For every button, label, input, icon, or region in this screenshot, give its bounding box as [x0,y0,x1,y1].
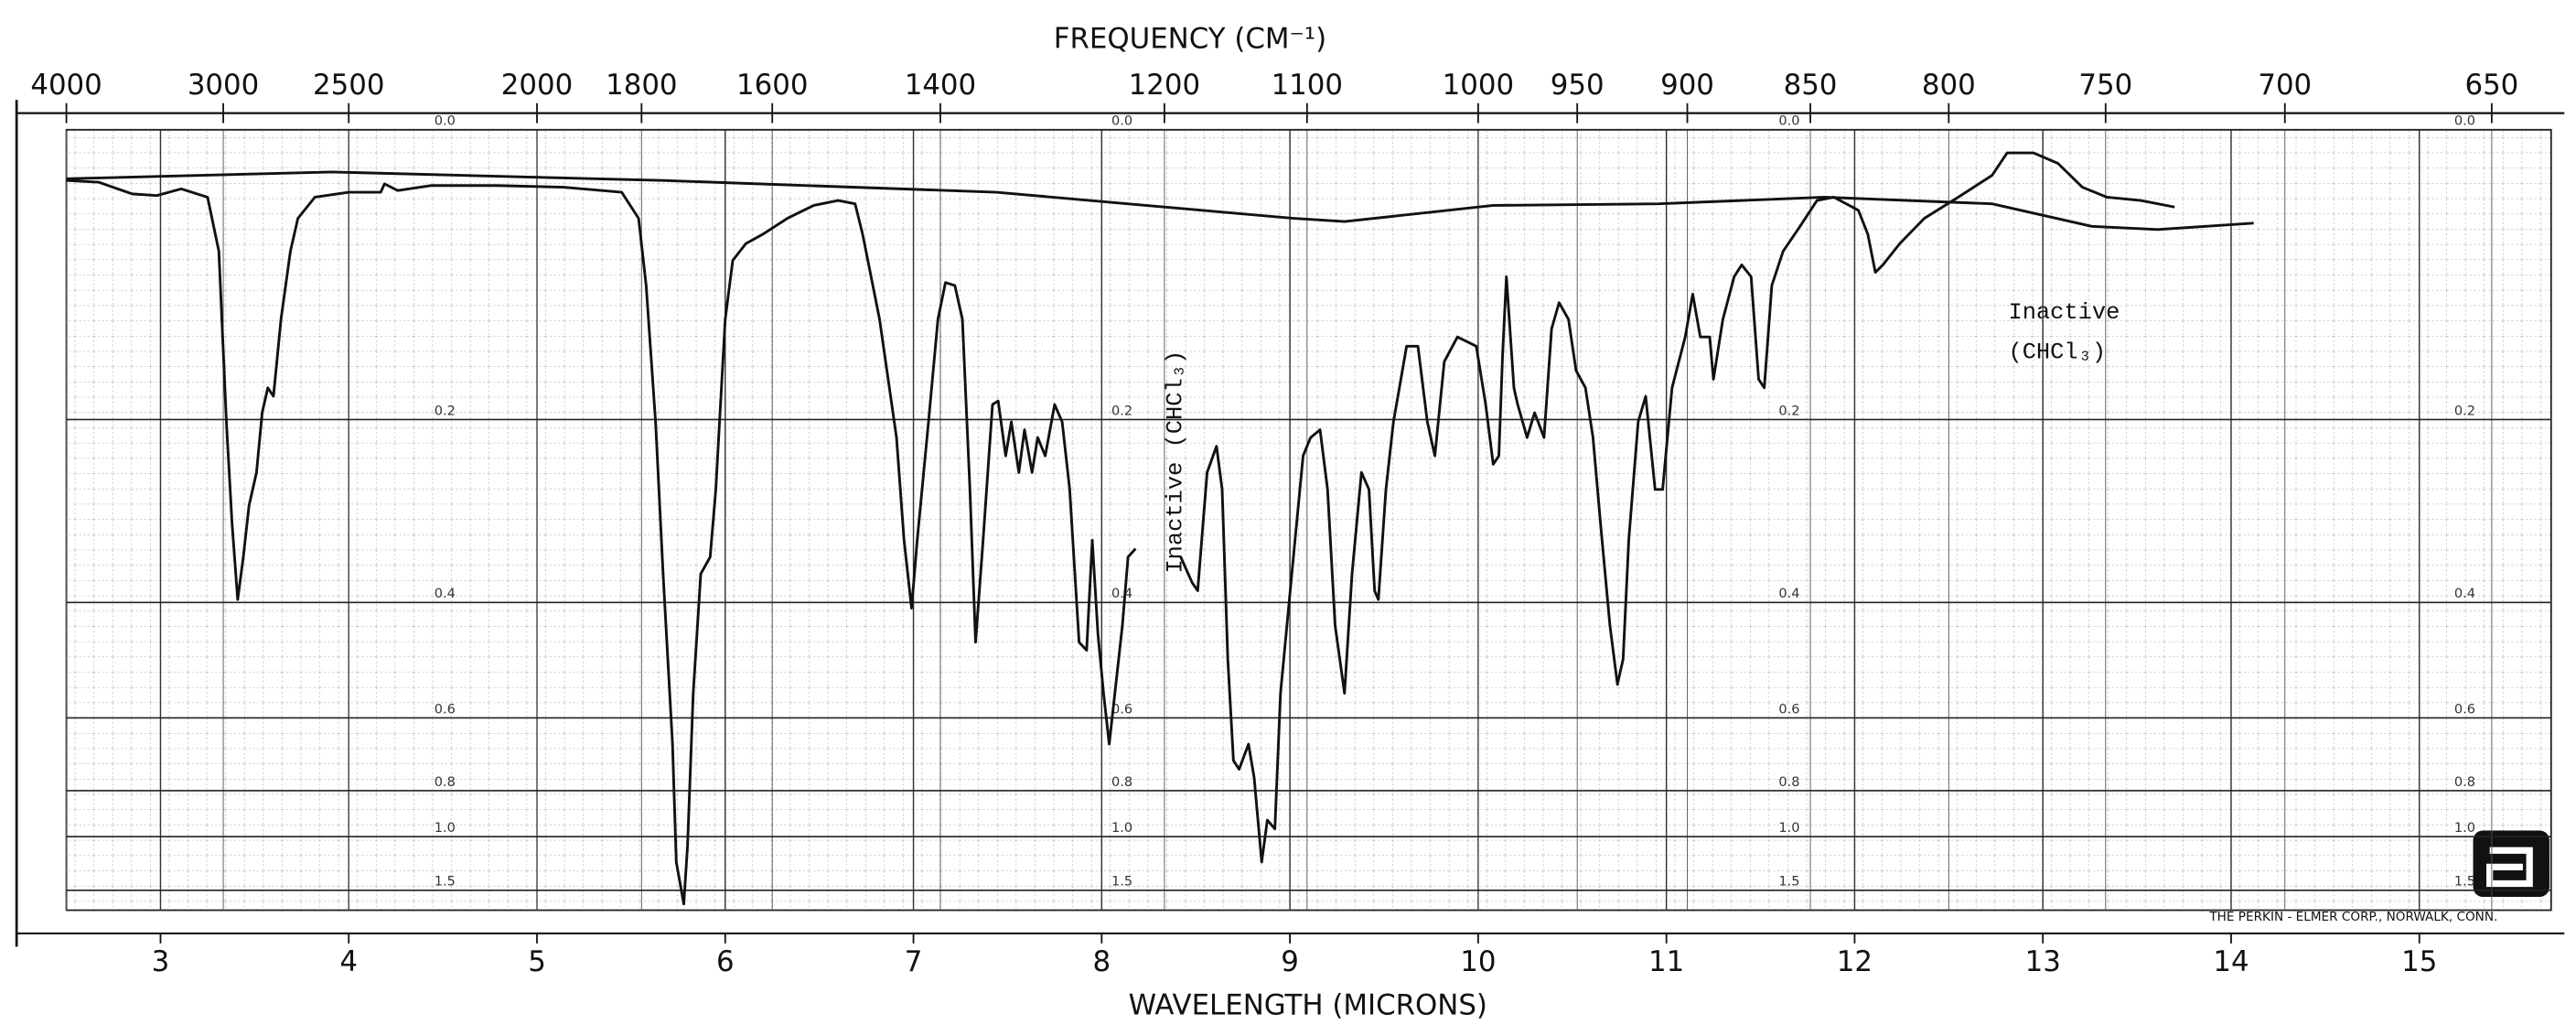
y-tick-label: 1.0 [2454,821,2475,836]
x2-tick-label: 4000 [30,69,102,102]
y-tick-label: 1.0 [1778,821,1799,836]
x2-tick-label: 1600 [736,69,808,102]
y-tick-label: 1.0 [435,821,456,836]
x-tick-label: 7 [905,945,923,978]
annotation: Inactive [2008,299,2120,326]
x2-tick-label: 1100 [1272,69,1343,102]
x-tick-label: 12 [1837,945,1873,978]
x2-tick-label: 800 [1922,69,1976,102]
logo [2473,830,2549,898]
x2-tick-label: 1400 [905,69,976,102]
x2-tick-label: 650 [2464,69,2518,102]
y-tick-label: 0.0 [1778,114,1799,129]
x-tick-label: 4 [339,945,358,978]
y-tick-label: 0.4 [435,587,456,601]
annotation: (CHCl₃) [2008,340,2106,366]
y-tick-label: 0.4 [1778,587,1799,601]
x2-tick-label: 3000 [188,69,259,102]
y-tick-label: 0.2 [435,404,456,418]
y-tick-label: 1.5 [2454,875,2475,890]
y-tick-label: 1.0 [1111,821,1132,836]
y-tick-label: 0.2 [2454,404,2475,418]
x-tick-label: 13 [2025,945,2061,978]
y-tick-label: 0.2 [1111,404,1132,418]
y-tick-label: 0.4 [2454,587,2475,601]
x2-tick-label: 900 [1660,69,1714,102]
x2-tick-label: 950 [1551,69,1605,102]
x-tick-label: 11 [1648,945,1684,978]
chart-title: FREQUENCY (CM⁻¹) [1054,22,1326,55]
x-tick-label: 9 [1281,945,1299,978]
y-tick-label: 0.0 [2454,114,2475,129]
annotation: Inactive (CHCl₃) [1162,351,1188,574]
y-tick-label: 0.0 [435,114,456,129]
y-tick-label: 1.5 [1778,875,1799,890]
x-tick-label: 15 [2401,945,2437,978]
x2-tick-label: 2000 [501,69,573,102]
y-tick-label: 0.8 [2454,775,2475,790]
y-tick-label: 0.8 [435,775,456,790]
spectrum-line [66,170,2254,232]
y-tick-label: 1.5 [435,875,456,890]
x-tick-label: 6 [716,945,735,978]
x2-tick-label: 1000 [1443,69,1514,102]
x2-tick-label: 750 [2078,69,2132,102]
credit: THE PERKIN - ELMER CORP., NORWALK, CONN. [2208,910,2497,924]
y-tick-label: 0.8 [1778,775,1799,790]
y-tick-label: 0.2 [1778,404,1799,418]
chart-paper [66,129,2551,911]
x-axis-label: WAVELENGTH (MICRONS) [1129,988,1487,1021]
x2-tick-label: 850 [1784,69,1838,102]
x-tick-label: 8 [1093,945,1111,978]
y-tick-label: 0.6 [435,702,456,717]
x-tick-label: 3 [152,945,170,978]
x-tick-label: 14 [2213,945,2249,978]
x-tick-label: 5 [528,945,546,978]
y-tick-label: 0.6 [1778,702,1799,717]
y-tick-label: 0.4 [1111,587,1132,601]
y-tick-label: 0.6 [1111,702,1132,717]
x2-tick-label: 700 [2258,69,2312,102]
x-tick-label: 10 [1460,945,1496,978]
y-tick-label: 0.6 [2454,702,2475,717]
x2-tick-label: 2500 [313,69,384,102]
x2-tick-label: 1200 [1129,69,1200,102]
y-tick-label: 1.5 [1111,875,1132,890]
x2-tick-label: 1800 [606,69,677,102]
y-tick-label: 0.0 [1111,114,1132,129]
y-tick-label: 0.8 [1111,775,1132,790]
